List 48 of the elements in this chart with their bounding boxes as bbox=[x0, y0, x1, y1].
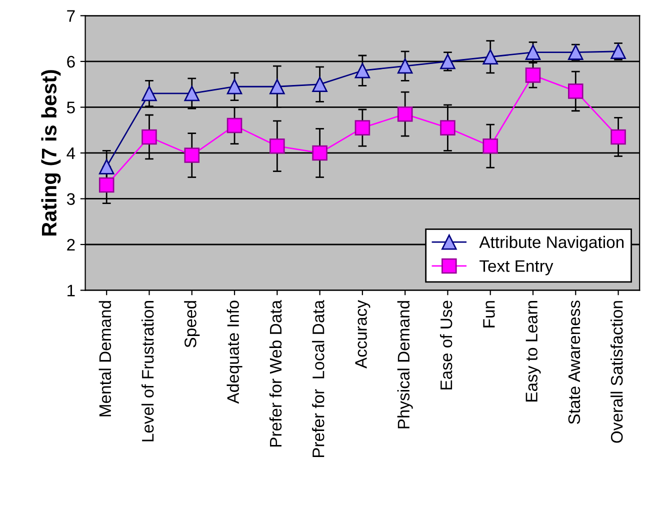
legend-label: Text Entry bbox=[480, 260, 554, 276]
point bbox=[270, 78, 285, 94]
point bbox=[226, 78, 242, 94]
y-tick-label: 5 bbox=[66, 102, 75, 114]
point bbox=[610, 44, 626, 60]
y-axis-title: Rating (7 is best) bbox=[41, 70, 61, 236]
point bbox=[184, 148, 200, 163]
point bbox=[440, 120, 456, 136]
y-tick-label: 7 bbox=[67, 10, 75, 22]
x-tick-label: Prefer for Web Data bbox=[269, 300, 282, 447]
point bbox=[184, 86, 200, 102]
x-tick-label: Fun bbox=[483, 301, 495, 328]
point bbox=[142, 129, 157, 145]
point bbox=[397, 106, 413, 122]
point bbox=[312, 76, 328, 92]
x-tick-label: Physical Demand bbox=[397, 301, 413, 428]
point bbox=[525, 44, 541, 60]
y-tick-label: 3 bbox=[66, 193, 75, 205]
x-tick-label: Ease of Use bbox=[440, 300, 452, 390]
x-tick-label: Prefer for Local Data bbox=[312, 300, 324, 458]
point bbox=[354, 62, 370, 78]
y-tick-label: 2 bbox=[67, 238, 75, 251]
point bbox=[270, 138, 285, 154]
point bbox=[482, 49, 498, 65]
point bbox=[354, 120, 370, 136]
y-tick-label: 1 bbox=[68, 284, 75, 296]
point bbox=[610, 129, 626, 145]
point bbox=[312, 145, 328, 161]
point bbox=[482, 138, 498, 154]
y-tick-label: 4 bbox=[66, 148, 76, 160]
x-tick-label: Mental Demand bbox=[98, 301, 112, 416]
x-tick-label: Level of Frustration bbox=[141, 301, 154, 442]
legend-label: Attribute Navigation bbox=[479, 236, 624, 252]
point bbox=[568, 44, 584, 60]
point bbox=[142, 86, 157, 102]
point bbox=[568, 84, 584, 99]
x-tick-label: Overall Satisfaction bbox=[610, 301, 623, 443]
point bbox=[525, 68, 541, 83]
x-tick-label: Adequate Info bbox=[226, 300, 242, 404]
point bbox=[98, 159, 114, 174]
x-tick-label: Easy to Learn bbox=[526, 301, 541, 402]
x-tick-label: Speed bbox=[184, 301, 200, 348]
point bbox=[226, 118, 242, 134]
point bbox=[397, 58, 413, 74]
x-tick-label: State Awareness bbox=[568, 300, 580, 424]
point bbox=[98, 177, 114, 193]
x-tick-label: Accuracy bbox=[355, 300, 370, 368]
y-tick-label: 6 bbox=[67, 56, 75, 68]
